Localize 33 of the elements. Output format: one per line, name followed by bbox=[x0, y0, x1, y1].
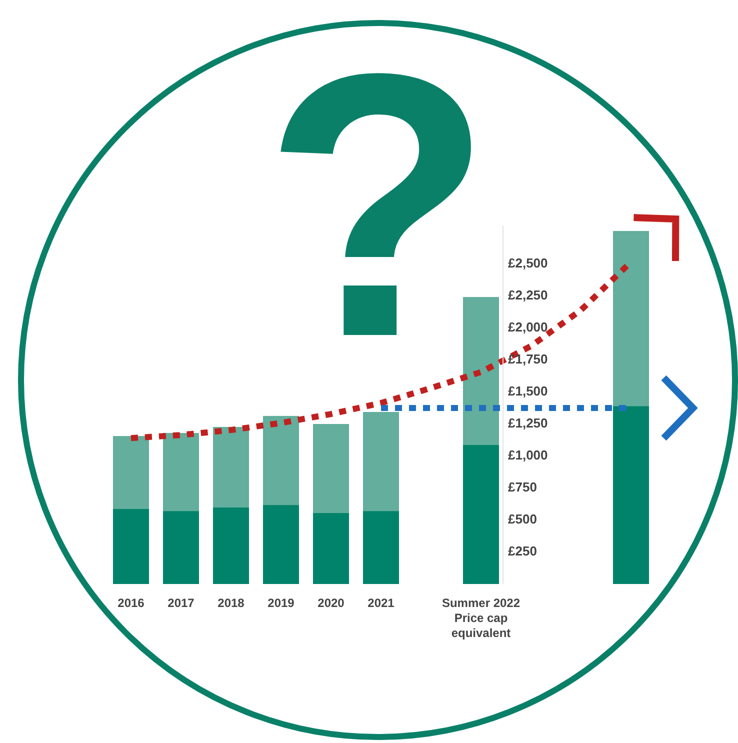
bar bbox=[213, 426, 249, 508]
x-tick-label: 2016 bbox=[118, 596, 145, 610]
y-tick-label: £1,250 bbox=[508, 415, 548, 430]
x-tick-label: Summer 2022 Price cap equivalent bbox=[442, 596, 520, 640]
bar bbox=[163, 511, 199, 584]
x-tick-label: 2019 bbox=[268, 596, 295, 610]
y-tick-label: £1,500 bbox=[508, 383, 548, 398]
annotation: ? bbox=[263, 0, 493, 415]
y-tick-label: £2,500 bbox=[508, 255, 548, 270]
bar bbox=[613, 230, 649, 406]
y-tick-label: £2,250 bbox=[508, 287, 548, 302]
bar bbox=[163, 432, 199, 512]
bar bbox=[213, 507, 249, 584]
x-tick-label: 2017 bbox=[168, 596, 195, 610]
x-tick-label: 2020 bbox=[318, 596, 345, 610]
y-tick-label: £500 bbox=[508, 511, 537, 526]
bar bbox=[263, 416, 299, 506]
bar bbox=[363, 511, 399, 584]
y-tick-label: £250 bbox=[508, 543, 537, 558]
y-tick-label: £1,750 bbox=[508, 351, 548, 366]
bar bbox=[363, 412, 399, 512]
bar bbox=[613, 406, 649, 584]
bar bbox=[113, 508, 149, 584]
x-tick-label: 2018 bbox=[218, 596, 245, 610]
bar bbox=[313, 424, 349, 513]
x-tick-label: 2021 bbox=[368, 596, 395, 610]
bar bbox=[463, 444, 499, 584]
bar bbox=[113, 436, 149, 509]
y-tick-label: £2,000 bbox=[508, 319, 548, 334]
y-tick-label: £1,000 bbox=[508, 447, 548, 462]
y-tick-label: £750 bbox=[508, 479, 537, 494]
bar bbox=[313, 512, 349, 584]
bar bbox=[263, 505, 299, 584]
